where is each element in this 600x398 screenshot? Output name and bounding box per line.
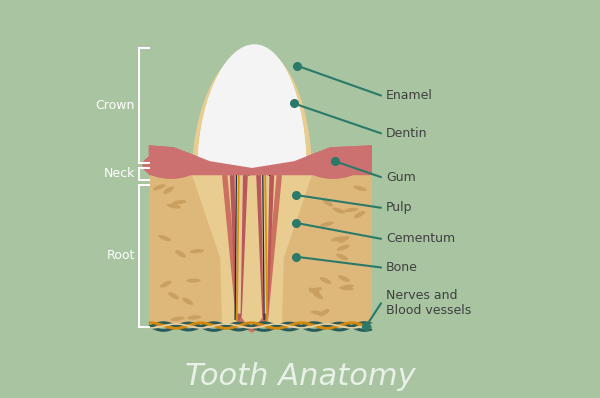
Ellipse shape: [308, 288, 320, 295]
Polygon shape: [149, 145, 372, 175]
Ellipse shape: [172, 200, 187, 205]
Ellipse shape: [175, 250, 186, 258]
Text: Dentin: Dentin: [386, 127, 427, 140]
Ellipse shape: [320, 277, 331, 284]
Ellipse shape: [163, 187, 174, 194]
Ellipse shape: [142, 152, 199, 179]
Polygon shape: [235, 175, 243, 314]
Polygon shape: [230, 175, 248, 322]
Text: Crown: Crown: [95, 99, 135, 112]
Ellipse shape: [168, 292, 179, 299]
Text: Gum: Gum: [386, 171, 416, 183]
Ellipse shape: [182, 298, 193, 305]
Polygon shape: [197, 45, 307, 172]
Polygon shape: [256, 175, 274, 322]
Ellipse shape: [319, 309, 329, 316]
Text: Nerves and
Blood vessels: Nerves and Blood vessels: [386, 289, 471, 317]
Ellipse shape: [337, 245, 350, 251]
Text: Pulp: Pulp: [386, 201, 412, 214]
Ellipse shape: [320, 222, 334, 227]
Ellipse shape: [336, 254, 348, 260]
Ellipse shape: [313, 291, 323, 299]
Ellipse shape: [322, 199, 333, 207]
Text: Enamel: Enamel: [386, 89, 433, 102]
Polygon shape: [192, 48, 312, 326]
Polygon shape: [261, 175, 269, 314]
Ellipse shape: [332, 208, 345, 214]
Ellipse shape: [153, 184, 166, 190]
Text: Neck: Neck: [104, 168, 135, 180]
Ellipse shape: [353, 185, 367, 191]
Ellipse shape: [304, 152, 361, 179]
Ellipse shape: [354, 211, 365, 218]
Polygon shape: [197, 45, 307, 172]
Ellipse shape: [142, 152, 199, 179]
Ellipse shape: [309, 287, 322, 293]
Polygon shape: [149, 175, 372, 327]
Text: Tooth Anatomy: Tooth Anatomy: [185, 362, 415, 390]
Text: Bone: Bone: [386, 261, 418, 274]
Ellipse shape: [167, 204, 181, 209]
Ellipse shape: [170, 316, 185, 321]
Ellipse shape: [340, 286, 353, 291]
Ellipse shape: [338, 236, 349, 243]
Ellipse shape: [187, 315, 202, 320]
Ellipse shape: [304, 152, 361, 179]
Ellipse shape: [344, 208, 358, 212]
Ellipse shape: [340, 285, 354, 289]
Polygon shape: [149, 145, 372, 175]
Polygon shape: [227, 175, 277, 329]
Polygon shape: [222, 175, 282, 333]
Ellipse shape: [190, 249, 204, 253]
Ellipse shape: [311, 310, 325, 315]
Ellipse shape: [331, 236, 344, 242]
Ellipse shape: [160, 281, 172, 288]
Text: Cementum: Cementum: [386, 232, 455, 245]
Polygon shape: [228, 72, 276, 175]
Ellipse shape: [338, 275, 350, 282]
Ellipse shape: [158, 235, 171, 241]
Text: Root: Root: [107, 250, 135, 262]
Ellipse shape: [187, 279, 201, 283]
